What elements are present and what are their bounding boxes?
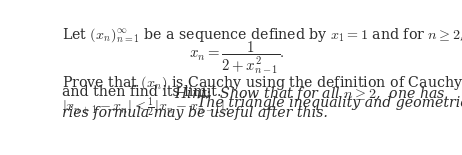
Text: ries formula may be useful after this.: ries formula may be useful after this. [62,106,328,120]
Text: Let $(x_n)_{n=1}^{\infty}$ be a sequence defined by $x_1 = 1$ and for $n \geq 2$: Let $(x_n)_{n=1}^{\infty}$ be a sequence… [62,26,462,44]
Text: and then find its limit.: and then find its limit. [62,85,222,99]
Text: $|x_{n+1} - x_n| < \frac{1}{2}|x_n - x_{n-1}|$.: $|x_{n+1} - x_n| < \frac{1}{2}|x_n - x_{… [62,96,230,120]
Text: The triangle inequality and geometric se-: The triangle inequality and geometric se… [197,96,462,110]
Text: Prove that $(x_n)$ is Cauchy using the definition of Cauchy Sequence: Prove that $(x_n)$ is Cauchy using the d… [62,74,462,92]
Text: Hint:  Show that for all $n \geq 2$,  one has: Hint: Show that for all $n \geq 2$, one … [174,85,445,103]
Text: $x_n = \dfrac{1}{2 + x_{n-1}^2}.$: $x_n = \dfrac{1}{2 + x_{n-1}^2}.$ [189,39,285,76]
